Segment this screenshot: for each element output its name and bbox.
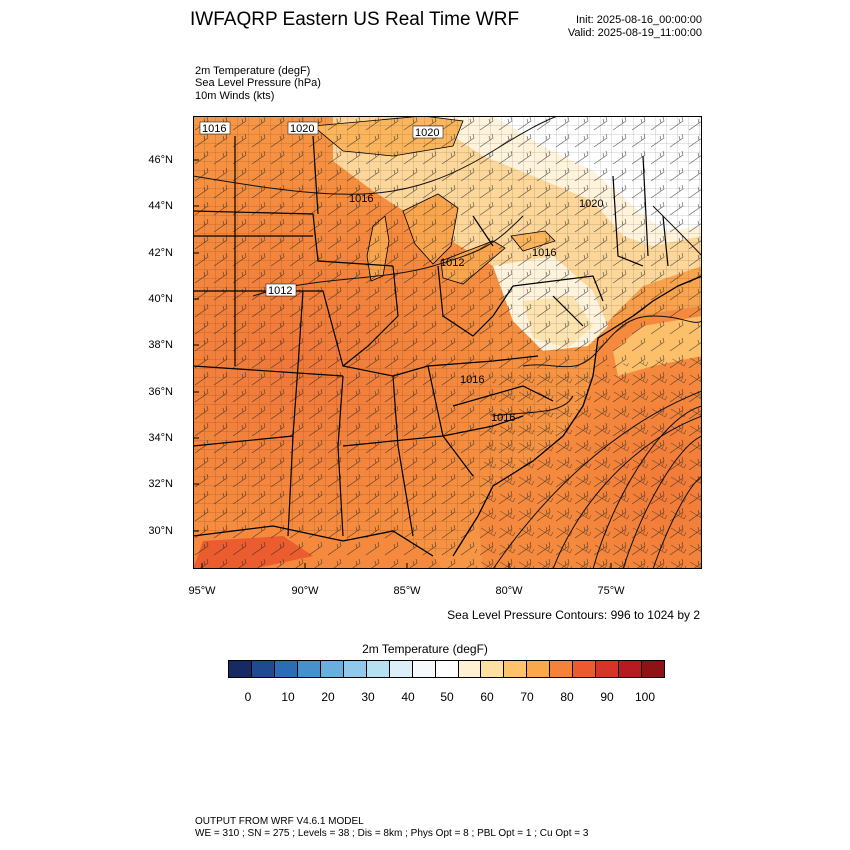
colorbar-title: 2m Temperature (degF) <box>362 642 488 656</box>
colorbar-swatch <box>573 661 597 677</box>
valid-time: Valid: 2025-08-19_11:00:00 <box>567 27 702 39</box>
isobar-label: 1020 <box>579 198 603 210</box>
lat-label: 42°N <box>148 247 173 259</box>
colorbar-swatch <box>435 661 459 677</box>
lat-label: 44°N <box>148 200 173 212</box>
lat-label: 36°N <box>148 386 173 398</box>
colorbar-swatch <box>297 661 321 677</box>
lat-label: 40°N <box>148 293 173 305</box>
isobar-label: 1016 <box>460 374 484 386</box>
isobar-label: 1016 <box>349 193 373 205</box>
colorbar-tick: 50 <box>440 690 454 704</box>
colorbar-swatch <box>274 661 298 677</box>
colorbar-swatch <box>412 661 436 677</box>
lat-label: 34°N <box>148 432 173 444</box>
weather-map: 1016 1020 1020 1016 1020 1016 1012 1012 … <box>193 116 702 569</box>
colorbar-swatch <box>527 661 551 677</box>
model-footer: OUTPUT FROM WRF V4.6.1 MODEL WE = 310 ; … <box>195 816 588 840</box>
lat-label: 46°N <box>148 154 173 166</box>
isobar-label: 1012 <box>268 285 292 297</box>
colorbar-swatch <box>596 661 620 677</box>
field-label-pressure: Sea Level Pressure (hPa) <box>195 77 321 89</box>
colorbar-swatch <box>550 661 574 677</box>
footer-line-1: OUTPUT FROM WRF V4.6.1 MODEL <box>195 816 364 827</box>
contour-note: Sea Level Pressure Contours: 996 to 1024… <box>447 608 700 622</box>
colorbar-swatch <box>366 661 390 677</box>
lon-label: 75°W <box>597 585 625 597</box>
field-label-temperature: 2m Temperature (degF) <box>195 65 311 77</box>
lon-label: 90°W <box>291 585 319 597</box>
colorbar-tick: 30 <box>361 690 375 704</box>
field-label-winds: 10m Winds (kts) <box>195 90 275 102</box>
isobar-label: 1020 <box>415 127 439 139</box>
colorbar-tick: 70 <box>520 690 534 704</box>
colorbar-tick: 20 <box>321 690 335 704</box>
colorbar-tick: 0 <box>244 690 252 704</box>
colorbar-tick: 40 <box>401 690 415 704</box>
lon-label: 95°W <box>188 585 216 597</box>
colorbar-swatch <box>343 661 367 677</box>
lat-label: 30°N <box>148 525 173 537</box>
lon-label: 80°W <box>495 585 523 597</box>
isobar-label: 1012 <box>440 257 464 269</box>
colorbar-tick: 100 <box>634 690 656 704</box>
colorbar-swatch <box>320 661 344 677</box>
isobar-label: 1016 <box>202 123 226 135</box>
lat-label: 38°N <box>148 339 173 351</box>
colorbar-swatch <box>504 661 528 677</box>
colorbar-tick: 90 <box>600 690 614 704</box>
colorbar-tick: 10 <box>281 690 295 704</box>
colorbar-swatch <box>642 661 665 677</box>
colorbar-swatch <box>458 661 482 677</box>
colorbar <box>228 660 665 678</box>
colorbar-tick: 60 <box>480 690 494 704</box>
isobar-label: 1016 <box>532 247 556 259</box>
colorbar-swatch <box>229 661 252 677</box>
lon-label: 85°W <box>393 585 421 597</box>
colorbar-tick: 80 <box>560 690 574 704</box>
lat-label: 32°N <box>148 478 173 490</box>
plot-title: IWFAQRP Eastern US Real Time WRF <box>190 9 520 30</box>
isobar-label: 1016 <box>491 412 515 424</box>
colorbar-swatch <box>481 661 505 677</box>
colorbar-swatch <box>251 661 275 677</box>
isobar-label: 1020 <box>290 123 314 135</box>
colorbar-swatch <box>619 661 643 677</box>
footer-line-2: WE = 310 ; SN = 275 ; Levels = 38 ; Dis … <box>195 828 589 839</box>
init-time: Init: 2025-08-16_00:00:00 <box>576 14 702 26</box>
colorbar-swatch <box>389 661 413 677</box>
